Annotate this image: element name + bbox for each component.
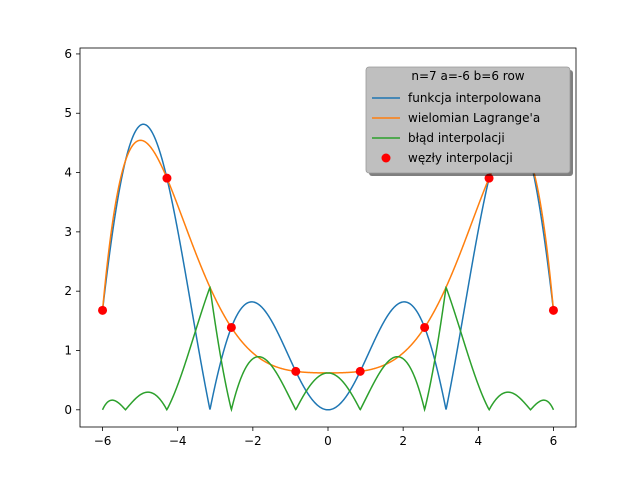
node-point — [162, 173, 172, 183]
legend-title: n=7 a=-6 b=6 row — [411, 69, 524, 83]
node-point — [98, 305, 108, 315]
x-tick-label: −2 — [244, 434, 262, 448]
series-line-blad — [101, 285, 555, 413]
x-tick-label: 6 — [550, 434, 558, 448]
x-tick-label: 4 — [474, 434, 482, 448]
legend: n=7 a=-6 b=6 row funkcja interpolowana w… — [365, 66, 573, 176]
series-layer — [101, 123, 555, 413]
node-point — [420, 322, 430, 332]
node-layer — [98, 173, 558, 376]
x-tick-label: −4 — [169, 434, 187, 448]
legend-entry-lagrange: wielomian Lagrange'a — [408, 111, 540, 125]
legend-entry-blad: błąd interpolacji — [408, 131, 505, 145]
node-point — [548, 305, 558, 315]
node-point — [291, 366, 301, 376]
series-line-funkcja — [101, 123, 555, 411]
legend-box — [365, 66, 571, 174]
x-axis: −6 −4 −2 0 2 4 6 — [94, 427, 558, 448]
y-axis: 0 1 2 3 4 5 6 — [64, 47, 80, 417]
y-tick-label: 0 — [64, 403, 72, 417]
x-tick-label: −6 — [94, 434, 112, 448]
y-tick-label: 1 — [64, 343, 72, 357]
y-tick-label: 5 — [64, 106, 72, 120]
y-tick-label: 4 — [64, 166, 72, 180]
y-tick-label: 6 — [64, 47, 72, 61]
legend-entry-funkcja: funkcja interpolowana — [408, 91, 541, 105]
node-point — [226, 322, 236, 332]
y-tick-label: 3 — [64, 225, 72, 239]
x-tick-label: 2 — [399, 434, 407, 448]
legend-swatch-wezly — [381, 153, 391, 163]
y-tick-label: 2 — [64, 284, 72, 298]
node-point — [355, 366, 365, 376]
legend-entry-wezly: węzły interpolacji — [408, 151, 513, 165]
x-tick-label: 0 — [324, 434, 332, 448]
